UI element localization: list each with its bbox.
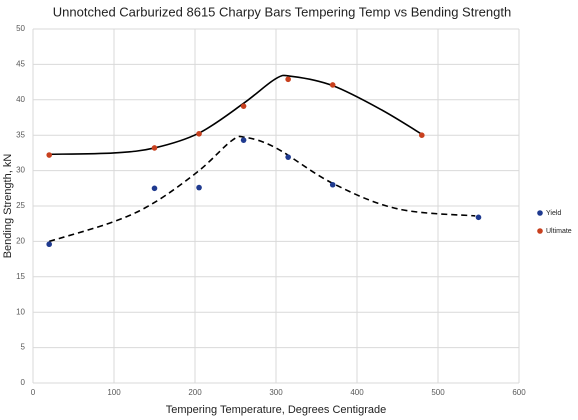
data-point	[196, 130, 202, 137]
data-point	[196, 184, 202, 191]
trendline	[49, 74, 424, 156]
trendline	[48, 135, 476, 243]
data-point	[46, 152, 52, 158]
x-tick-label: 500	[431, 388, 445, 397]
y-axis-title: Bending Strength, kN	[2, 154, 14, 259]
data-point	[475, 214, 482, 221]
x-tick-label: 0	[31, 388, 36, 397]
y-tick-label: 35	[16, 130, 25, 139]
y-tick-label: 50	[16, 24, 25, 33]
data-point	[329, 181, 336, 188]
data-point	[240, 137, 247, 143]
legend-label: Yield	[546, 210, 561, 217]
x-tick-label: 200	[188, 388, 202, 397]
data-point	[46, 241, 52, 248]
chart-title: Unnotched Carburized 8615 Charpy Bars Te…	[53, 4, 511, 19]
y-tick-label: 15	[16, 272, 25, 281]
legend-label: Ultimate	[546, 228, 572, 235]
y-tick-label: 45	[16, 60, 25, 69]
y-tick-label: 25	[16, 201, 25, 210]
y-tick-label: 40	[16, 95, 25, 104]
data-point	[329, 82, 336, 88]
y-tick-label: 0	[21, 378, 26, 387]
data-point	[285, 76, 291, 83]
data-point	[151, 185, 158, 192]
x-tick-label: 300	[269, 388, 283, 397]
x-tick-label: 400	[350, 388, 364, 397]
y-tick-label: 30	[16, 166, 25, 175]
data-point	[240, 103, 247, 109]
legend-marker	[537, 228, 543, 234]
y-tick-label: 5	[21, 343, 26, 352]
data-point	[419, 132, 425, 138]
legend-marker	[537, 210, 543, 216]
y-tick-label: 20	[16, 237, 25, 246]
data-point	[285, 154, 291, 160]
x-tick-label: 600	[512, 388, 526, 397]
x-tick-label: 100	[107, 388, 121, 397]
y-tick-label: 10	[16, 307, 25, 316]
x-axis-title: Tempering Temperature, Degrees Centigrad…	[166, 404, 387, 416]
data-point	[151, 145, 158, 151]
